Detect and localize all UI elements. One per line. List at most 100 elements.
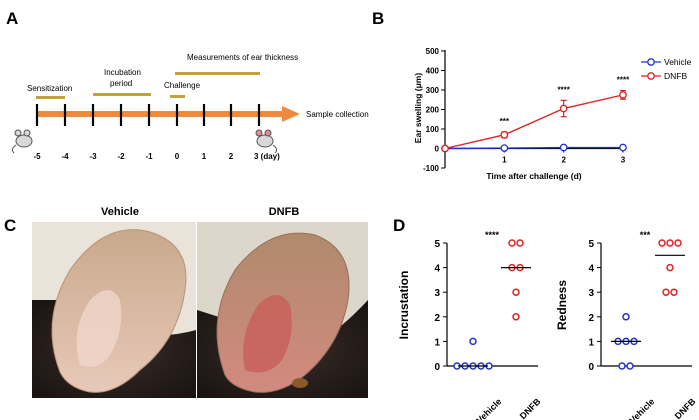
ear-inner-vehicle [76,290,122,368]
y-tick-label: 2 [588,313,594,324]
x-tick-label: 1 [502,156,507,165]
significance-label: *** [640,230,651,240]
photo-vehicle [32,222,196,398]
y-tick-label: 3 [434,288,440,299]
redness-plot: Redness Vehicle DNFB *** 0 1 2 3 4 5 [555,230,698,420]
data-point-dnfb [516,239,524,247]
data-point-dnfb [670,288,678,296]
data-point-dnfb [559,104,568,113]
photo-dnfb [197,222,368,398]
inflamed-area [243,295,292,373]
x-tick-label: 3 [621,156,626,165]
timeline-arrow-head [282,106,300,122]
photo-label-vehicle: Vehicle [101,206,139,218]
y-tick-label: 5 [588,239,594,250]
y-tick-label: 0 [434,362,440,373]
legend-marker-vehicle [647,58,655,66]
category-label: Vehicle [627,396,656,420]
series-line-dnfb [444,94,624,150]
ear-swelling-chart: Ear swelling (μm) Time after challenge (… [413,47,692,181]
phase-label-period: period [110,79,132,88]
data-point-vehicle [559,143,568,152]
incrustation-plot: Incrustation Vehicle DNFB **** 0 1 2 3 4 5 [397,230,543,420]
data-point-dnfb [512,313,520,321]
panel-label-a: A [6,9,18,28]
data-point-dnfb [674,239,682,247]
data-point-vehicle [500,144,509,152]
significance-label: **** [485,230,500,240]
data-point-vehicle [469,337,477,346]
y-tick-label: 400 [426,67,440,76]
y-tick-label: 1 [434,337,440,348]
y-tick-label: 0 [435,145,440,154]
photo-label-dnfb: DNFB [269,206,300,218]
timeline-arrow-shaft [36,111,284,117]
category-label: DNFB [673,396,698,420]
y-tick-label: -100 [423,164,440,173]
y-tick-label: 200 [426,106,440,115]
data-point-dnfb [500,131,509,139]
panel-label-d: D [393,216,405,235]
legend: Vehicle DNFB [641,57,692,81]
data-point-vehicle [626,362,634,370]
phase-bar-incubation [93,93,151,96]
phase-bar-challenge [170,95,185,98]
timeline: Measurements of ear thickness Incubation… [11,53,369,161]
data-point-dnfb [666,239,674,247]
day-label: 3 (day) [254,152,280,161]
mouse-icon [11,129,33,154]
phase-label-measurements: Measurements of ear thickness [187,53,298,62]
day-label: -5 [33,152,41,161]
category-label: DNFB [518,396,543,420]
y-tick-label: 4 [434,264,440,275]
significance-label: *** [500,117,510,126]
y-tick-label: 100 [426,125,440,134]
significance-label: **** [617,76,630,85]
significance-label: **** [557,85,570,94]
data-point-vehicle [619,143,627,152]
data-point-vehicle [622,313,630,321]
crust [292,378,308,388]
y-tick-label: 5 [434,239,440,250]
legend-marker-dnfb [647,72,655,80]
panel-label-b: B [372,9,384,28]
x-axis-title: Time after challenge (d) [486,171,581,181]
data-point-dnfb [658,239,666,247]
y-axis-title: Incrustation [397,271,411,340]
phase-bar-sensitization [36,96,65,99]
mouse-icon [255,129,278,154]
day-label: -1 [145,152,153,161]
day-label: -2 [117,152,125,161]
y-tick-label: 0 [588,362,594,373]
phase-label-incubation: Incubation [104,68,141,77]
data-point-vehicle [618,362,626,370]
day-label: 0 [175,152,180,161]
x-tick-label: 2 [561,156,566,165]
y-axis-title: Redness [555,280,569,330]
y-tick-label: 500 [426,47,440,56]
y-tick-label: 300 [426,86,440,95]
phase-bar-measurements [175,72,260,75]
y-tick-label: 4 [588,264,594,275]
day-label: 1 [202,152,207,161]
day-label: -3 [89,152,97,161]
legend-label-dnfb: DNFB [664,71,687,81]
timeline-ticks [35,104,261,126]
y-axis-title: Ear swelling (μm) [413,73,423,144]
series-line-vehicle [444,146,623,150]
y-tick-label: 3 [588,288,594,299]
data-point-dnfb [512,288,520,296]
data-point-dnfb [508,239,516,247]
phase-label-sensitization: Sensitization [27,84,72,93]
day-label: 2 [229,152,234,161]
data-point-dnfb [666,263,674,272]
phase-label-challenge: Challenge [164,81,201,90]
legend-label-vehicle: Vehicle [664,57,692,67]
day-label: -4 [61,152,69,161]
sample-collection-label: Sample collection [306,110,369,119]
data-point-dnfb [619,91,627,99]
data-point-dnfb [441,144,449,153]
y-tick-label: 1 [588,337,594,348]
category-label: Vehicle [474,396,503,420]
